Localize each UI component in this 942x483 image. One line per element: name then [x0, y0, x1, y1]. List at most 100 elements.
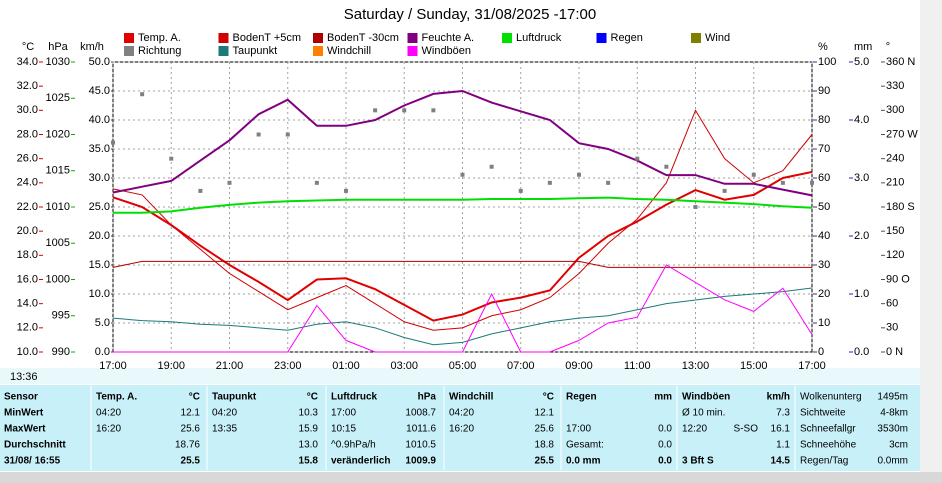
y-tick-label: 1025 — [46, 92, 70, 104]
table-cell: °C — [543, 392, 554, 403]
table-cell: 13:35 — [212, 424, 237, 435]
y-tick-label: 4.0 — [854, 114, 869, 126]
axis-unit: hPa — [48, 41, 68, 53]
y-tick-label: 14.0 — [17, 298, 38, 310]
direction-point — [693, 205, 698, 209]
x-tick-label: 01:00 — [332, 360, 360, 372]
series-line — [112, 109, 813, 331]
table-cell: Schneefallgr — [800, 424, 856, 435]
table-cell: 18.8 — [535, 440, 555, 451]
table-cell: 17:00 — [331, 408, 356, 419]
table-cell: S-SO — [734, 424, 759, 435]
table-cell: Sichtweite — [800, 408, 846, 419]
legend-label: Windchill — [327, 45, 371, 57]
y-tick-label: 22.0 — [17, 201, 38, 213]
table-cell: 25.6 — [181, 424, 201, 435]
table-cell: Taupunkt — [212, 392, 257, 403]
table-cell: 1.1 — [776, 440, 790, 451]
table-cell: Schneehöhe — [800, 440, 857, 451]
current-time: 13:36 — [10, 371, 38, 383]
x-tick-label: 17:00 — [99, 360, 127, 372]
legend-swatch — [407, 46, 418, 56]
direction-point — [751, 172, 756, 177]
x-tick-label: 03:00 — [390, 360, 418, 372]
table-cell: Windchill — [449, 392, 494, 403]
table-cell: 04:20 — [96, 408, 121, 419]
table-cell: 3530m — [877, 424, 908, 435]
y-tick-label: 10.0 — [17, 346, 38, 358]
x-tick-label: 23:00 — [274, 360, 302, 372]
table-cell: 15.8 — [299, 456, 319, 467]
y-tick-label: 330 — [886, 80, 904, 92]
table-cell: Ø 10 min. — [682, 408, 725, 419]
direction-point — [140, 92, 145, 97]
table-cell: 1011.6 — [406, 424, 436, 435]
legend-label: Feuchte A. — [422, 32, 475, 44]
y-tick-label: 300 — [886, 104, 904, 116]
x-tick-label: 21:00 — [216, 360, 244, 372]
legend-label: Regen — [611, 32, 643, 44]
table-cell: 4-8km — [880, 408, 908, 419]
time-strip — [0, 368, 920, 384]
y-tick-label: 50.0 — [89, 56, 110, 68]
direction-point — [722, 188, 727, 193]
table-cell: 0.0mm — [877, 456, 908, 467]
table-cell: 0.0 mm — [566, 456, 601, 467]
y-tick-label: 40.0 — [89, 114, 110, 126]
direction-point — [577, 172, 581, 177]
direction-point — [518, 188, 523, 193]
y-tick-label: 1015 — [46, 165, 70, 177]
table-cell: km/h — [767, 392, 790, 403]
y-tick-label: 30 — [886, 322, 898, 334]
x-tick-label: 09:00 — [565, 360, 593, 372]
x-tick-label: 19:00 — [157, 360, 185, 372]
y-tick-label: 1020 — [46, 128, 70, 140]
x-tick-label: 05:00 — [449, 360, 477, 372]
y-tick-label: 80 — [818, 114, 830, 126]
axis-unit: km/h — [80, 41, 104, 53]
y-tick-label: 0.0 — [95, 346, 110, 358]
direction-point — [111, 140, 115, 145]
y-tick-label: 30 — [818, 259, 830, 271]
table-cell: mm — [654, 392, 672, 403]
series-line — [113, 196, 813, 214]
table-cell: 12.1 — [181, 408, 201, 419]
y-tick-label: 5.0 — [95, 317, 110, 329]
y-tick-label: 5.0 — [854, 56, 869, 68]
table-cell: °C — [189, 392, 200, 403]
legend-label: BodenT -30cm — [327, 32, 399, 44]
y-tick-label: 15.0 — [89, 259, 110, 271]
legend-label: Luftdruck — [516, 32, 562, 44]
y-tick-label: 150 — [886, 225, 904, 237]
legend-swatch — [596, 33, 607, 43]
y-tick-label: 10 — [818, 317, 830, 329]
table-cell: 7.3 — [776, 408, 790, 419]
y-tick-label: 40 — [818, 230, 830, 242]
table-cell: 16.1 — [771, 424, 791, 435]
window-edge — [920, 0, 942, 472]
table-cell: 1008.7 — [405, 408, 436, 419]
y-tick-label: 120 — [886, 249, 904, 261]
y-tick-label: 180 S — [886, 201, 915, 213]
y-tick-label: 90 O — [886, 273, 910, 285]
series-line — [112, 89, 813, 197]
y-tick-label: 1030 — [46, 56, 70, 68]
y-tick-label: 34.0 — [17, 56, 38, 68]
table-cell: Durchschnitt — [4, 440, 66, 451]
table-cell: 25.5 — [181, 456, 201, 467]
y-tick-label: 360 N — [886, 56, 915, 68]
y-tick-label: 990 — [52, 346, 70, 358]
chart-title: Saturday / Sunday, 31/08/2025 -17:00 — [344, 6, 596, 23]
y-tick-label: 60 — [818, 172, 830, 184]
axis-unit: mm — [854, 41, 872, 53]
table-cell: veränderlich — [331, 456, 390, 467]
y-tick-label: 10.0 — [89, 288, 110, 300]
direction-point — [314, 180, 319, 185]
table-cell: 12.1 — [535, 408, 555, 419]
table-cell: Windböen — [682, 392, 730, 403]
direction-point — [373, 108, 378, 113]
y-tick-label: 50 — [818, 201, 830, 213]
x-tick-label: 07:00 — [507, 360, 535, 372]
table-cell: MaxWert — [4, 424, 46, 435]
legend-swatch — [313, 33, 323, 43]
